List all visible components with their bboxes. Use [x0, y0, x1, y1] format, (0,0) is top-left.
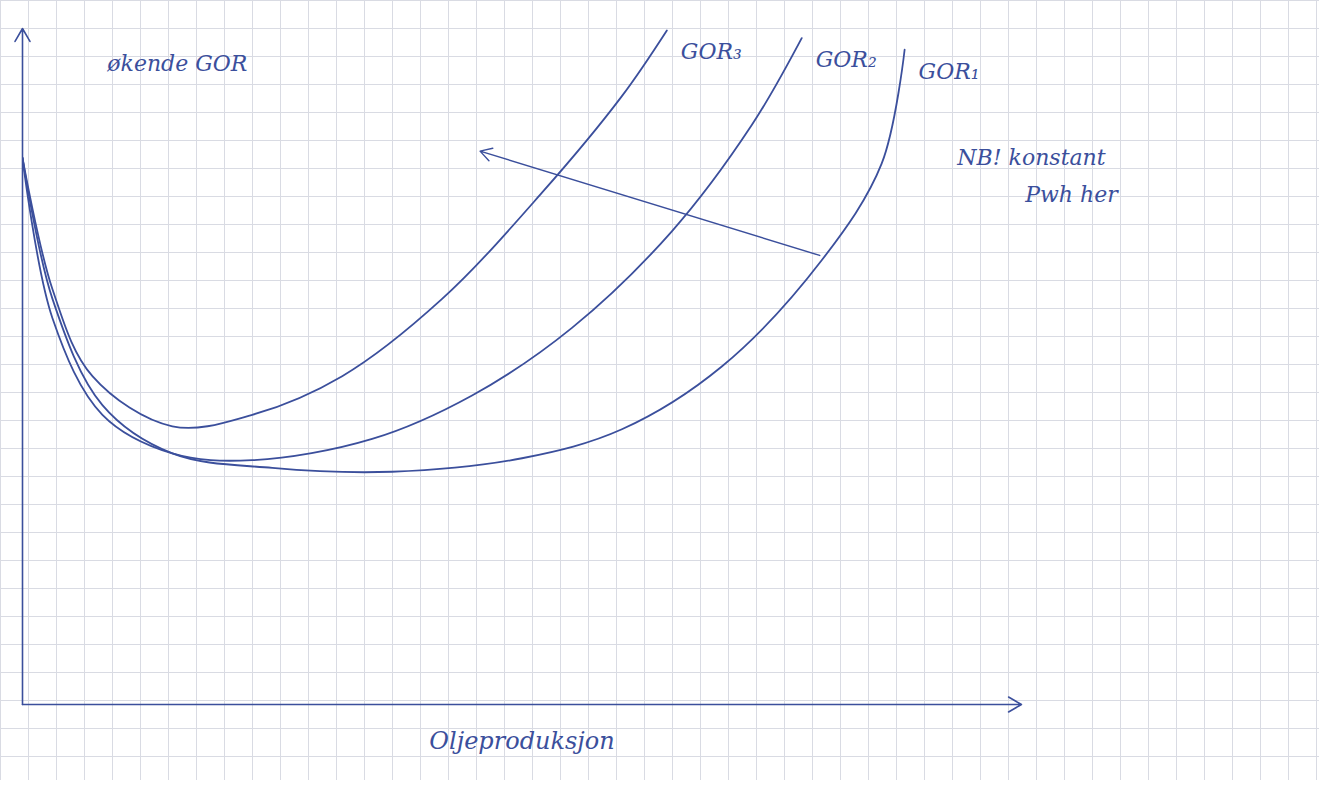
svg-text:GOR₃: GOR₃ [681, 39, 742, 64]
svg-text:NB! konstant: NB! konstant [956, 145, 1105, 170]
svg-text:Pwh her: Pwh her [1024, 182, 1119, 207]
svg-text:Oljeproduksjon: Oljeproduksjon [429, 727, 614, 755]
svg-text:GOR₂: GOR₂ [816, 47, 877, 72]
svg-text:økende GOR: økende GOR [106, 51, 247, 76]
svg-text:GOR₁: GOR₁ [919, 59, 980, 84]
